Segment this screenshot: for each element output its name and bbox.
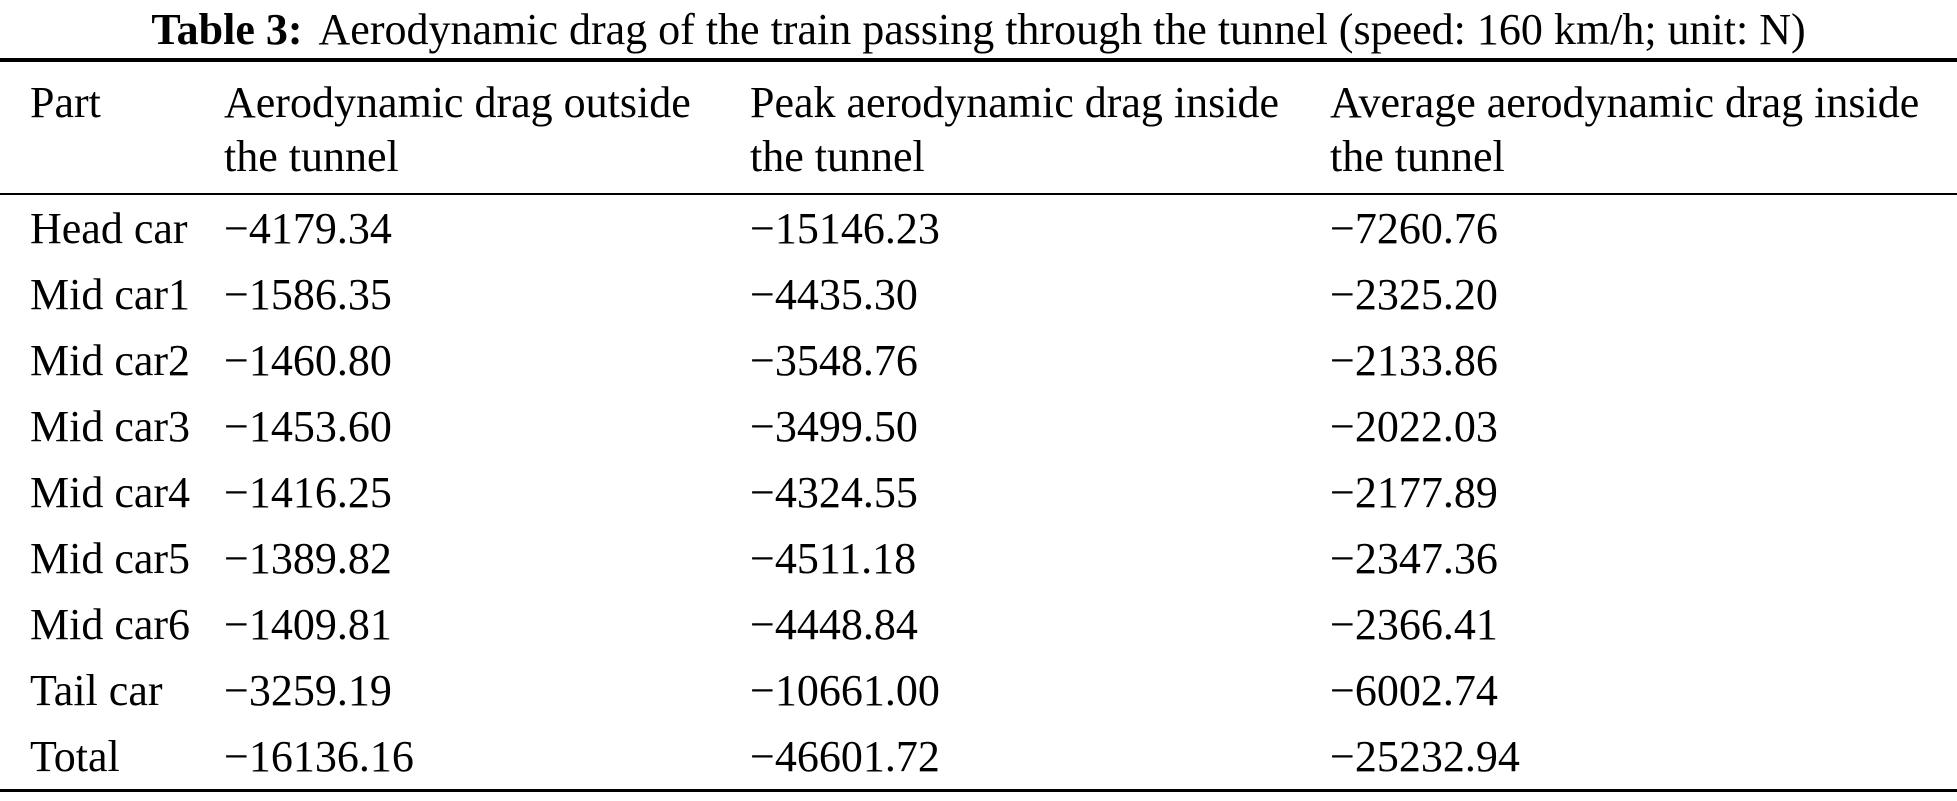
cell-part: Mid car1 [30, 269, 191, 319]
table-caption-label: Table 3: [151, 4, 303, 54]
table-row-mid-car5: Mid car5 −1389.82 −4511.18 −2347.36 [0, 525, 1957, 591]
table-row-mid-car6: Mid car6 −1409.81 −4448.84 −2366.41 [0, 591, 1957, 657]
cell-part: Mid car5 [30, 533, 191, 583]
cell-peak-drag-inside: −46601.72 [750, 731, 940, 781]
cell-part: Mid car4 [30, 467, 191, 517]
cell-peak-drag-inside: −10661.00 [750, 665, 940, 715]
cell-average-drag-inside: −7260.76 [1330, 203, 1498, 253]
cell-drag-outside: −4179.34 [224, 203, 392, 253]
table-row-head-car: Head car −4179.34 −15146.23 −7260.76 [0, 194, 1957, 261]
cell-part: Head car [30, 203, 188, 253]
header-part: Part [0, 60, 224, 196]
table-row-mid-car3: Mid car3 −1453.60 −3499.50 −2022.03 [0, 393, 1957, 459]
cell-drag-outside: −1416.25 [224, 467, 392, 517]
cell-average-drag-inside: −25232.94 [1330, 731, 1520, 781]
cell-part: Mid car2 [30, 335, 191, 385]
cell-part: Total [30, 731, 120, 781]
cell-average-drag-inside: −6002.74 [1330, 665, 1498, 715]
cell-peak-drag-inside: −4448.84 [750, 599, 918, 649]
table-row-mid-car4: Mid car4 −1416.25 −4324.55 −2177.89 [0, 459, 1957, 525]
cell-part: Mid car3 [30, 401, 191, 451]
cell-peak-drag-inside: −4435.30 [750, 269, 918, 319]
cell-average-drag-inside: −2366.41 [1330, 599, 1498, 649]
cell-drag-outside: −3259.19 [224, 665, 392, 715]
table-row-mid-car2: Mid car2 −1460.80 −3548.76 −2133.86 [0, 327, 1957, 393]
cell-part: Tail car [30, 665, 163, 715]
cell-drag-outside: −1389.82 [224, 533, 392, 583]
cell-drag-outside: −1453.60 [224, 401, 392, 451]
table-row-tail-car: Tail car −3259.19 −10661.00 −6002.74 [0, 657, 1957, 723]
cell-average-drag-inside: −2133.86 [1330, 335, 1498, 385]
table-row-total: Total −16136.16 −46601.72 −25232.94 [0, 723, 1957, 791]
cell-peak-drag-inside: −4511.18 [750, 533, 917, 583]
cell-peak-drag-inside: −4324.55 [750, 467, 918, 517]
cell-peak-drag-inside: −3499.50 [750, 401, 918, 451]
cell-average-drag-inside: −2347.36 [1330, 533, 1498, 583]
cell-drag-outside: −1409.81 [224, 599, 392, 649]
cell-peak-drag-inside: −3548.76 [750, 335, 918, 385]
cell-part: Mid car6 [30, 599, 191, 649]
cell-peak-drag-inside: −15146.23 [750, 203, 940, 253]
cell-average-drag-inside: −2177.89 [1330, 467, 1498, 517]
aerodynamic-drag-table: Part Aerodynamic drag outside the tunnel… [0, 58, 1957, 793]
table-row-mid-car1: Mid car1 −1586.35 −4435.30 −2325.20 [0, 261, 1957, 327]
cell-drag-outside: −1460.80 [224, 335, 392, 385]
header-average-drag-inside: Average aerodynamic drag inside the tunn… [1330, 60, 1957, 196]
cell-drag-outside: −16136.16 [224, 731, 414, 781]
header-peak-drag-inside: Peak aerodynamic drag inside the tunnel [750, 60, 1330, 196]
cell-average-drag-inside: −2022.03 [1330, 401, 1498, 451]
header-row: Part Aerodynamic drag outside the tunnel… [0, 60, 1957, 196]
table-caption: Table 3: Aerodynamic drag of the train p… [0, 0, 1957, 58]
cell-drag-outside: −1586.35 [224, 269, 392, 319]
table-caption-text: Aerodynamic drag of the train passing th… [318, 4, 1806, 54]
cell-average-drag-inside: −2325.20 [1330, 269, 1498, 319]
header-drag-outside: Aerodynamic drag outside the tunnel [224, 60, 750, 196]
